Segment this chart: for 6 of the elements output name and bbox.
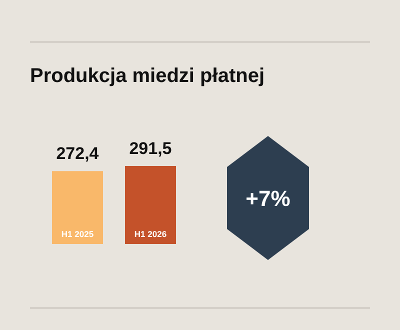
text: +7%: [246, 186, 290, 211]
data-label: 272,4: [56, 144, 100, 164]
x-tick-label: H1 2026: [134, 229, 167, 239]
x-tick-label: H1 2025: [61, 229, 94, 239]
data-label: 291,5: [129, 139, 172, 158]
chart-title: Produkcja miedzi płatnej: [30, 65, 265, 87]
